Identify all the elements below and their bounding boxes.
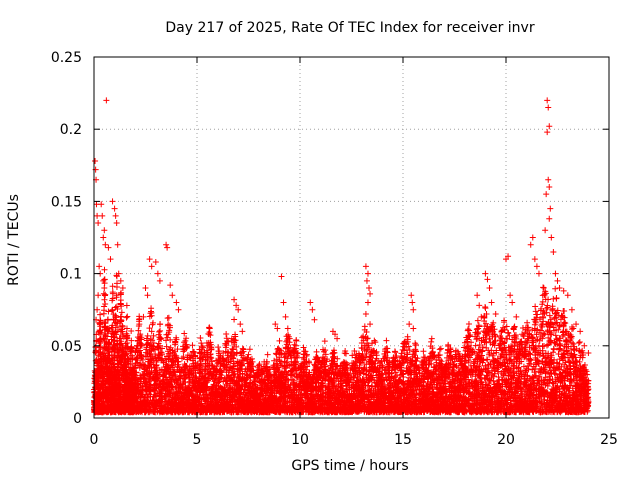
data-point — [157, 327, 164, 334]
data-point — [97, 311, 104, 318]
data-point — [117, 328, 124, 335]
data-point — [136, 315, 143, 322]
data-point — [118, 317, 125, 324]
data-point — [101, 266, 108, 273]
data-point — [182, 337, 189, 344]
data-point — [144, 332, 151, 339]
data-point — [100, 310, 107, 317]
data-point — [156, 328, 163, 335]
data-point — [135, 327, 142, 334]
data-point — [129, 361, 136, 368]
data-point — [189, 342, 196, 349]
data-point — [231, 316, 238, 323]
data-point — [113, 320, 120, 327]
data-point — [118, 309, 125, 316]
data-point — [223, 331, 230, 338]
data-point — [118, 338, 125, 345]
data-point — [108, 307, 115, 314]
data-point — [113, 280, 120, 287]
data-point — [122, 352, 129, 359]
data-point — [199, 343, 206, 350]
data-point — [197, 334, 204, 341]
data-point — [106, 349, 113, 356]
data-point — [276, 337, 283, 344]
data-point — [112, 312, 119, 319]
data-point — [109, 283, 116, 290]
data-point — [96, 320, 103, 327]
data-point — [101, 296, 108, 303]
data-point — [132, 405, 139, 412]
data-point — [124, 313, 131, 320]
data-point — [313, 348, 320, 355]
data-point — [124, 340, 131, 347]
data-point — [179, 355, 186, 362]
data-point — [165, 314, 172, 321]
data-point — [101, 276, 108, 283]
data-point — [133, 345, 140, 352]
data-point — [123, 302, 130, 309]
data-point — [321, 338, 328, 345]
data-point — [246, 346, 253, 353]
data-point — [264, 351, 271, 358]
data-point — [106, 340, 113, 347]
data-point — [105, 308, 112, 315]
data-point — [129, 353, 136, 360]
data-point — [133, 369, 140, 376]
data-point — [101, 319, 108, 326]
data-point — [111, 331, 118, 338]
data-point — [102, 301, 109, 308]
data-point — [123, 314, 130, 321]
data-point — [117, 301, 124, 308]
data-point — [156, 321, 163, 328]
data-point — [109, 289, 116, 296]
data-point — [109, 295, 116, 302]
data-point — [248, 355, 255, 362]
data-point — [128, 328, 135, 335]
data-point — [102, 292, 109, 299]
data-point — [130, 402, 137, 409]
data-point — [124, 332, 131, 339]
data-point — [128, 337, 135, 344]
data-point — [132, 349, 139, 356]
data-point — [118, 289, 125, 296]
data-point — [97, 339, 104, 346]
data-point — [96, 328, 103, 335]
data-point — [163, 337, 170, 344]
data-points-layer — [91, 97, 592, 416]
data-point — [104, 317, 111, 324]
data-point — [284, 325, 291, 332]
data-point — [343, 350, 350, 357]
data-point — [119, 322, 126, 329]
data-point — [106, 325, 113, 332]
data-point — [127, 348, 134, 355]
data-point — [132, 390, 139, 397]
